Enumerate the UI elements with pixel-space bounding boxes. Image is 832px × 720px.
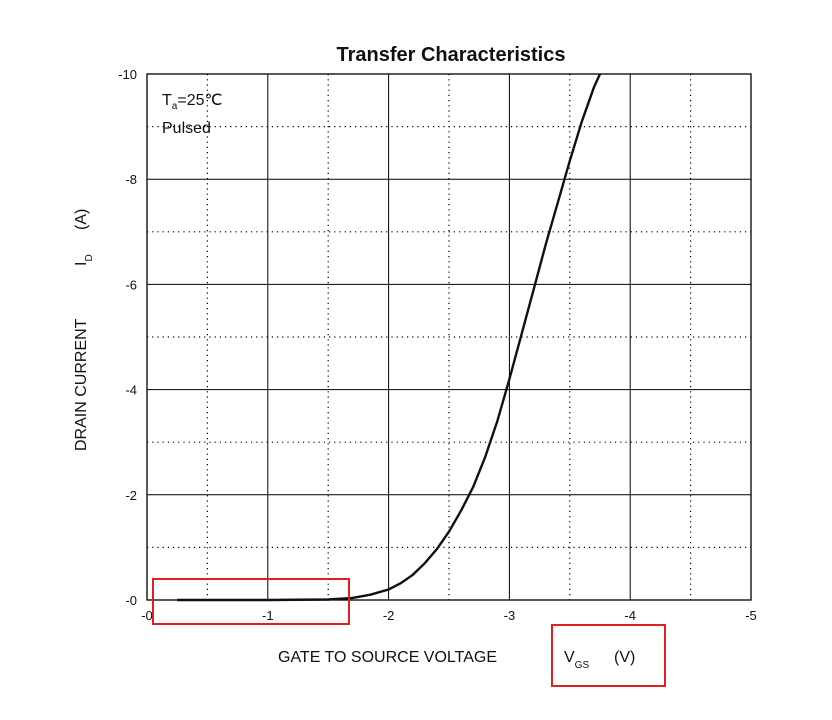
minor-grid [147, 74, 751, 600]
y-tick-label: -0 [125, 593, 137, 608]
chart-title: Transfer Characteristics [336, 44, 565, 66]
x-tick-label: -1 [262, 608, 274, 623]
y-tick-label: -10 [118, 67, 137, 82]
y-tick-label: -4 [125, 383, 137, 398]
x-tick-label: -3 [504, 608, 516, 623]
y-tick-labels: -0 -2 -4 -6 -8 -10 [118, 67, 137, 608]
x-tick-labels: -0 -1 -2 -3 -4 -5 [141, 608, 757, 623]
pulsed-annotation: Pulsed [162, 120, 211, 137]
plot-frame [146, 73, 752, 601]
y-tick-label: -6 [125, 277, 137, 292]
y-tick-label: -2 [125, 488, 137, 503]
x-tick-label: -5 [745, 608, 757, 623]
y-tick-label: -8 [125, 172, 137, 187]
x-axis-unit: (V) [614, 649, 635, 666]
x-tick-label: -0 [141, 608, 153, 623]
x-tick-label: -4 [624, 608, 636, 623]
y-axis-label: DRAIN CURRENT [73, 318, 90, 451]
highlight-box-origin [152, 578, 350, 625]
y-axis-symbol: ID [73, 254, 95, 266]
temperature-annotation: Ta=25℃ [162, 92, 222, 112]
y-axis-unit: (A) [73, 209, 90, 230]
x-axis-label: GATE TO SOURCE VOLTAGE [278, 649, 497, 666]
transfer-curve [177, 73, 602, 602]
x-tick-label: -2 [383, 608, 395, 623]
major-grid [147, 74, 751, 600]
y-axis-label-group: DRAIN CURRENT ID (A) [73, 209, 95, 451]
x-axis-symbol: VGS [564, 649, 589, 671]
highlight-box-vgs-unit [551, 624, 666, 687]
